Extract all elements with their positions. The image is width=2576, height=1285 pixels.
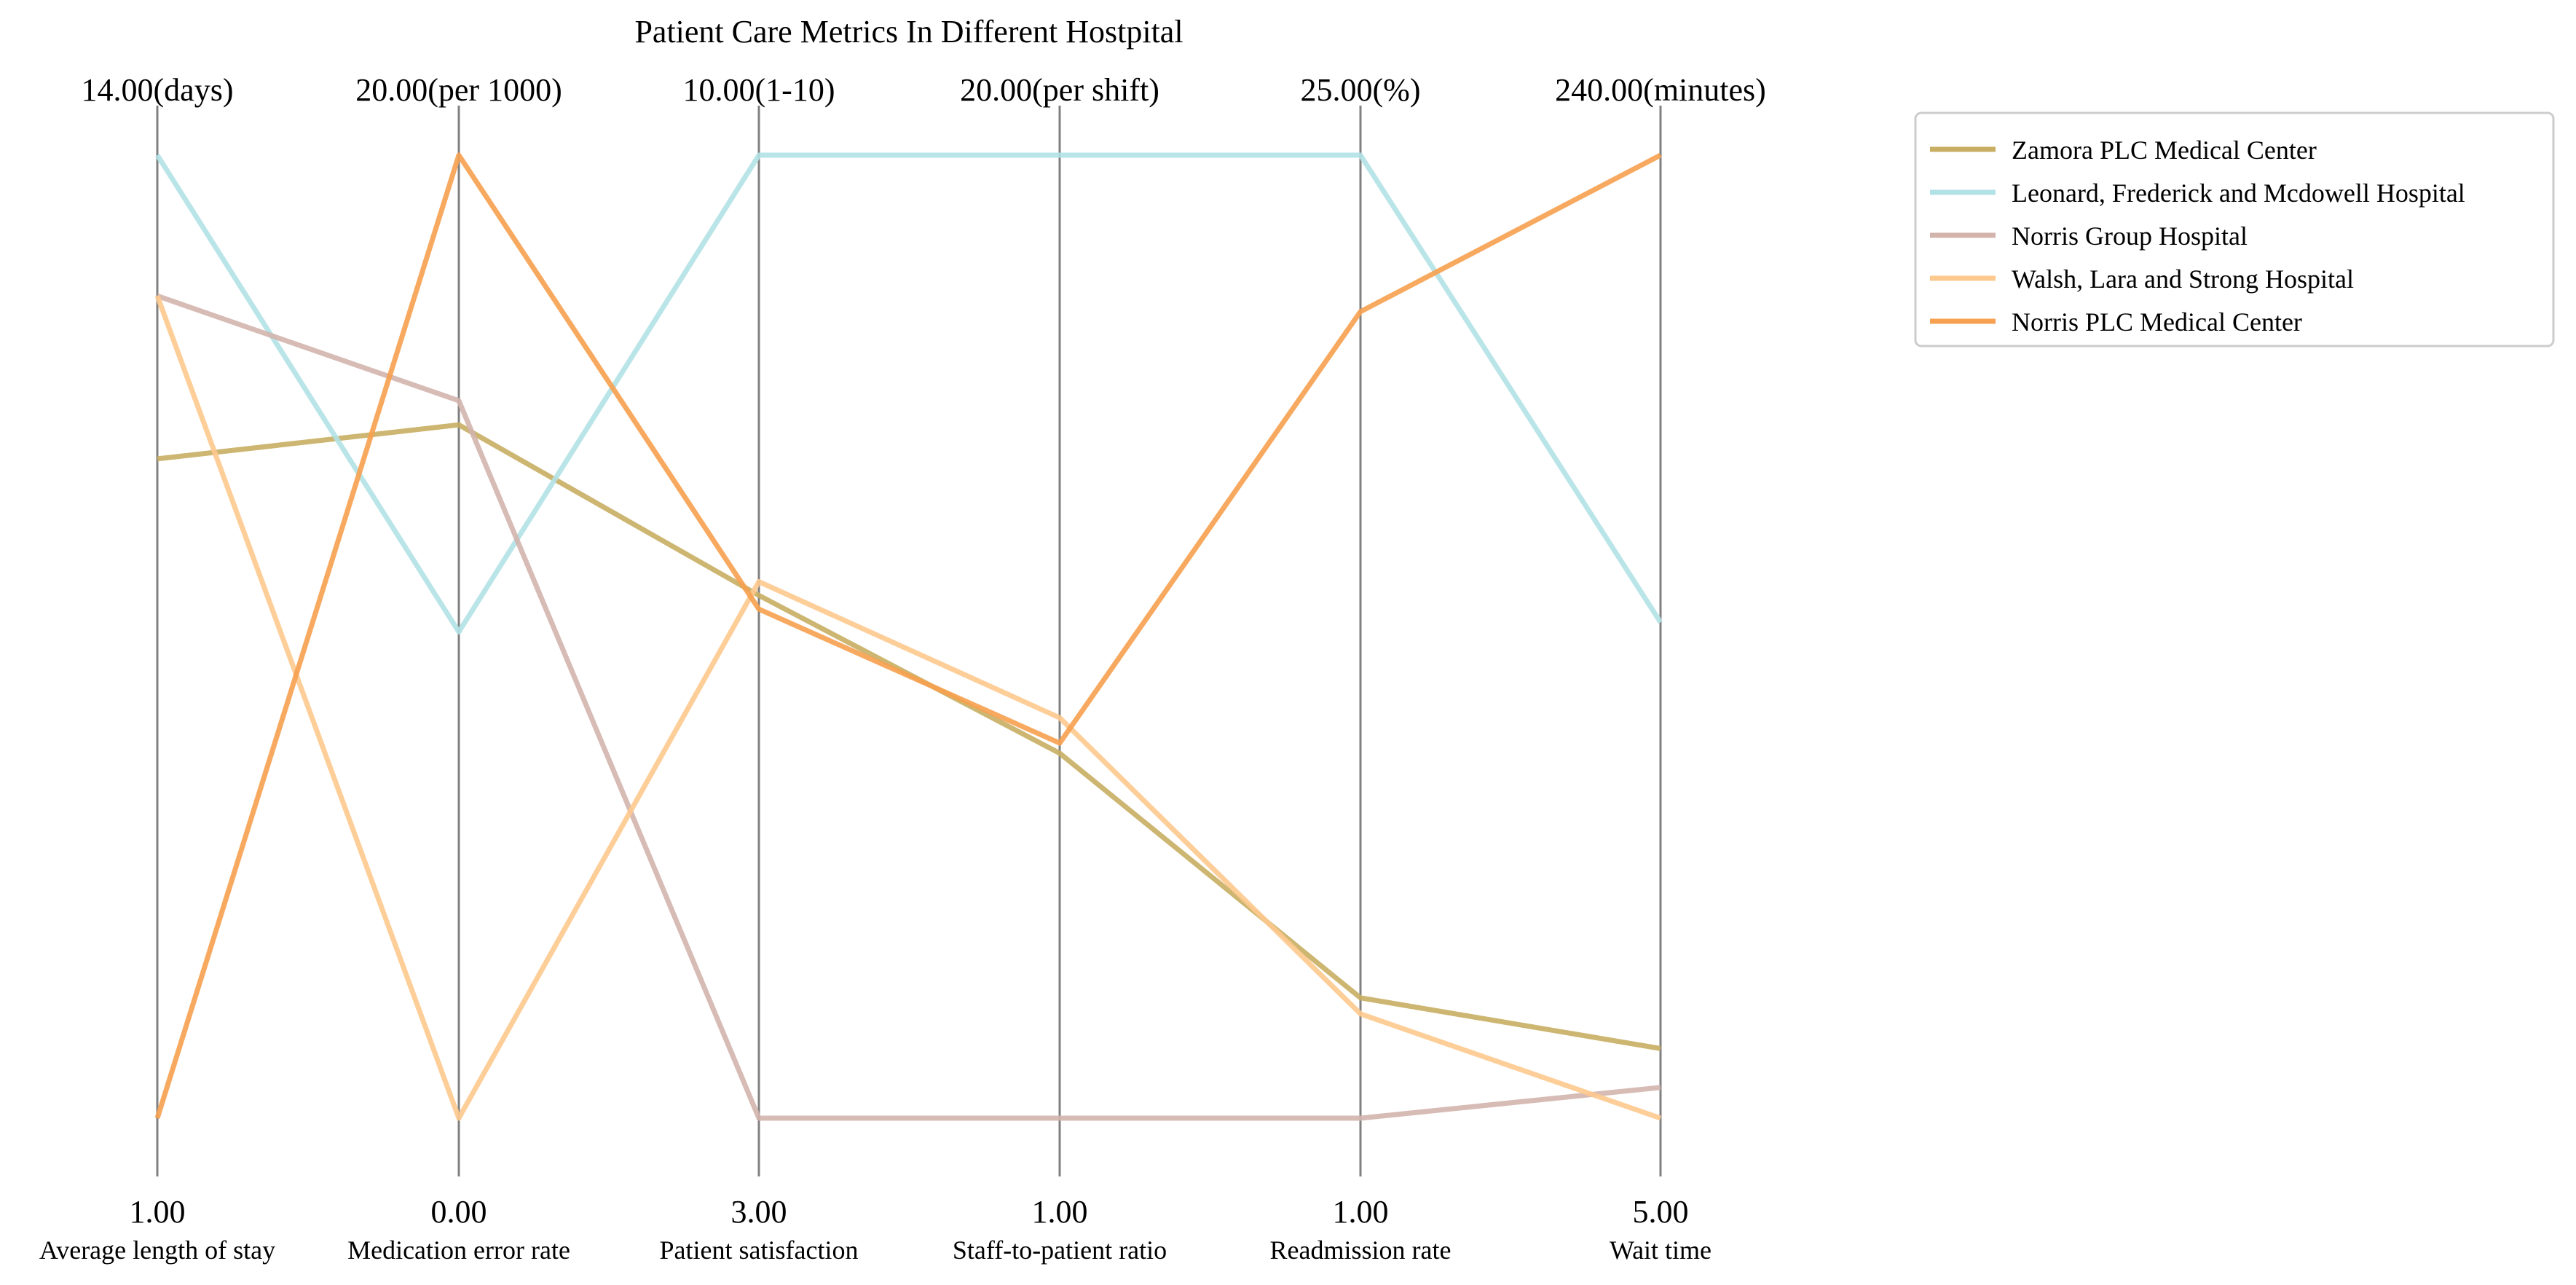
series-line [155,152,1663,634]
axis-min-label: 0.00 [431,1194,487,1230]
axis-max-label: 20.00(per 1000) [355,72,562,108]
axis-name-label: Patient satisfaction [660,1235,859,1265]
axis-name-label: Medication error rate [347,1235,570,1265]
chart-title: Patient Care Metrics In Different Hostpi… [634,14,1183,50]
legend-label: Walsh, Lara and Strong Hospital [2012,264,2354,294]
legend-items: Zamora PLC Medical Center Leonard, Freder… [1930,135,2465,337]
axis-name-label: Average length of stay [39,1235,275,1265]
axis-min-label: 1.00 [1032,1194,1088,1230]
legend-label: Zamora PLC Medical Center [2012,135,2317,165]
axis-min-label: 3.00 [731,1194,787,1230]
axis-max-label: 240.00(minutes) [1555,72,1766,108]
series-line [154,152,1662,1120]
series-lines-layer [154,152,1663,1121]
axis-min-label: 5.00 [1633,1194,1689,1230]
legend-label: Norris PLC Medical Center [2012,307,2302,337]
series-line [157,422,1661,1051]
axis-min-label: 1.00 [1333,1194,1389,1230]
legend-label: Norris Group Hospital [2012,221,2248,251]
axis-name-label: Readmission rate [1270,1235,1452,1265]
axis-max-label: 10.00(1-10) [683,72,835,108]
axis-min-label: 1.00 [130,1194,186,1230]
legend-frame [1914,111,2555,347]
legend-label: Leonard, Frederick and Mcdowell Hospital [2012,178,2465,208]
axis-max-label: 25.00(%) [1301,72,1421,108]
axis-max-label: 14.00(days) [82,72,234,108]
axis-max-label: 20.00(per shift) [960,72,1159,108]
axis-name-label: Staff-to-patient ratio [953,1235,1167,1265]
axis-name-label: Wait time [1610,1235,1712,1265]
axes-layer: 14.00(days) 1.00 Average length of stay 20.… [39,72,1766,1265]
series-line [156,293,1661,1121]
legend: Zamora PLC Medical Center Leonard, Freder… [1914,111,2555,347]
series-line [154,294,1662,1121]
